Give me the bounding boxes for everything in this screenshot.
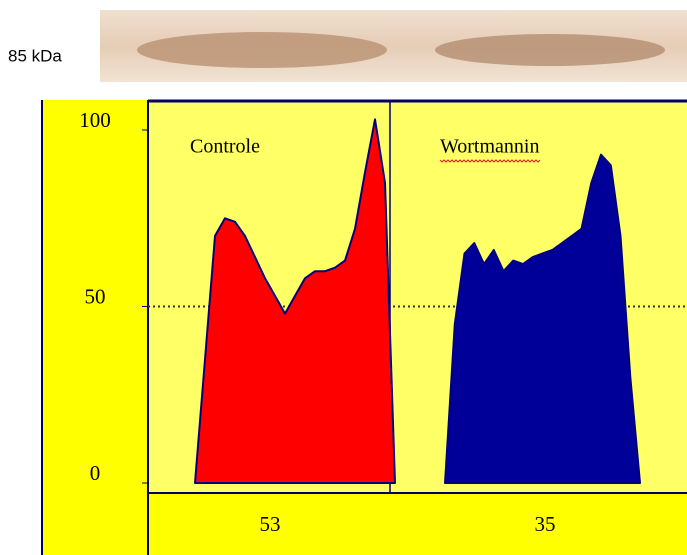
figure: 85 kDa 0 50 100 Controle Wortmannin 53 35: [0, 0, 687, 555]
series-label: Controle: [190, 136, 260, 158]
blot-band: [137, 32, 387, 68]
blot-band: [435, 34, 665, 66]
y-tick-label: 50: [85, 284, 106, 308]
total-label: 35: [535, 512, 556, 536]
total-label: 53: [260, 512, 281, 536]
y-tick-label: 0: [90, 461, 101, 485]
band-label: 85 kDa: [8, 46, 62, 65]
y-tick-label: 100: [79, 108, 111, 132]
series-label: Wortmannin: [440, 136, 539, 158]
